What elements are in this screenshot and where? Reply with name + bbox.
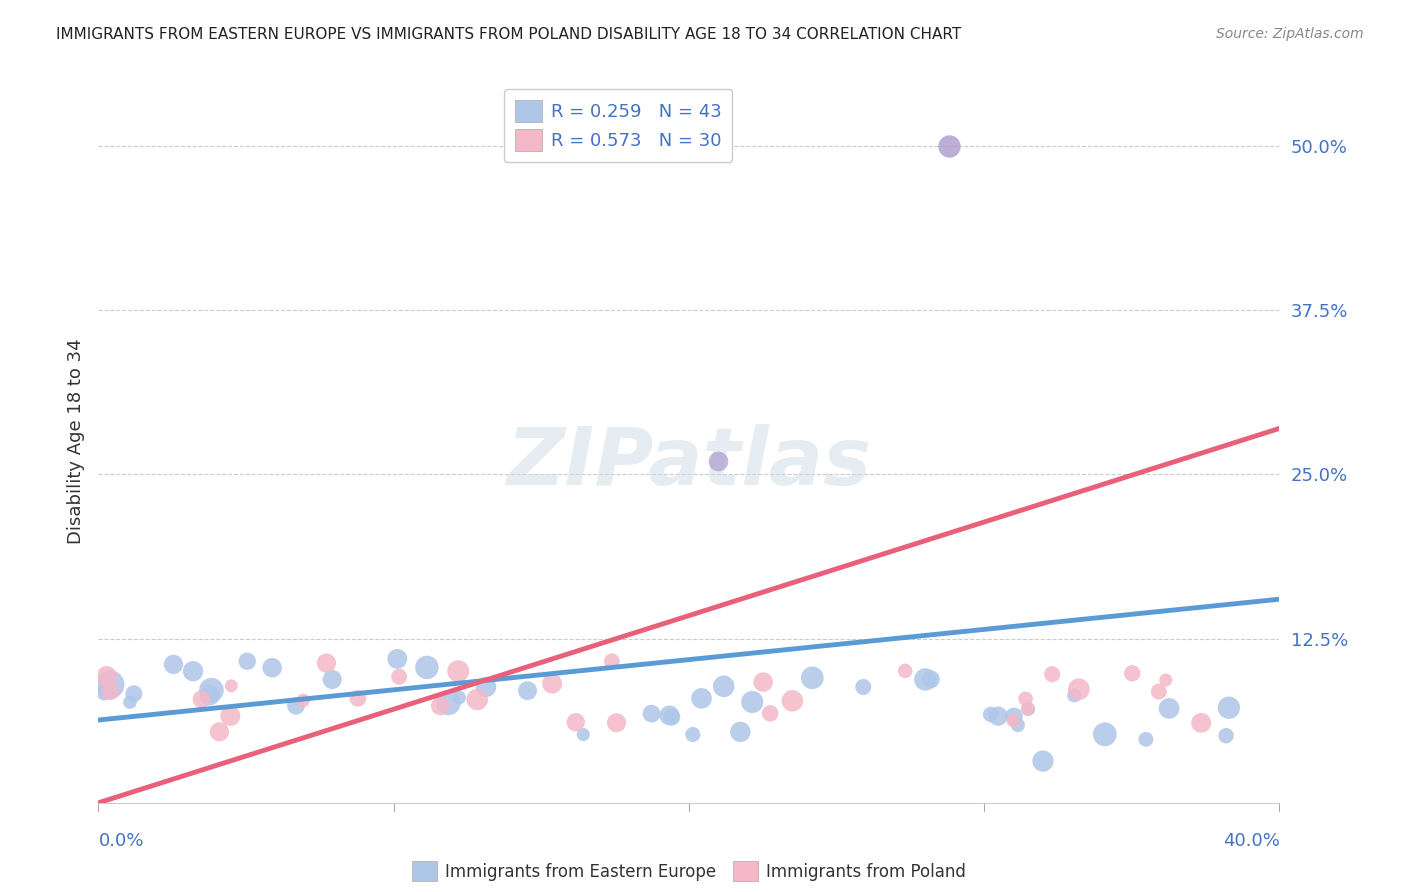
Point bbox=[387, 652, 409, 666]
Point bbox=[447, 664, 470, 678]
Point bbox=[321, 673, 343, 687]
Point bbox=[429, 698, 451, 713]
Point bbox=[1215, 729, 1237, 743]
Point bbox=[1007, 718, 1029, 732]
Point bbox=[198, 688, 221, 702]
Point bbox=[190, 692, 212, 706]
Point bbox=[219, 679, 242, 693]
Point bbox=[388, 670, 411, 684]
Point bbox=[1135, 732, 1157, 747]
Point bbox=[200, 683, 222, 698]
Point bbox=[292, 693, 315, 707]
Point bbox=[606, 715, 628, 730]
Point bbox=[707, 454, 730, 468]
Text: IMMIGRANTS FROM EASTERN EUROPE VS IMMIGRANTS FROM POLAND DISABILITY AGE 18 TO 34: IMMIGRANTS FROM EASTERN EUROPE VS IMMIGR… bbox=[56, 27, 962, 42]
Point bbox=[315, 656, 337, 670]
Point bbox=[1189, 715, 1212, 730]
Point bbox=[752, 675, 775, 690]
Point bbox=[600, 654, 623, 668]
Point bbox=[1147, 684, 1170, 698]
Point bbox=[219, 709, 242, 723]
Point bbox=[1154, 673, 1177, 687]
Point bbox=[1063, 688, 1085, 702]
Point bbox=[465, 692, 488, 706]
Point bbox=[1121, 666, 1143, 681]
Point bbox=[801, 671, 824, 685]
Text: Source: ZipAtlas.com: Source: ZipAtlas.com bbox=[1216, 27, 1364, 41]
Point bbox=[565, 715, 588, 730]
Point bbox=[1002, 709, 1025, 723]
Point bbox=[713, 679, 735, 693]
Point bbox=[118, 695, 141, 709]
Text: ZIPatlas: ZIPatlas bbox=[506, 425, 872, 502]
Point bbox=[122, 687, 145, 701]
Point bbox=[852, 680, 875, 694]
Point bbox=[1032, 754, 1054, 768]
Point bbox=[640, 706, 662, 721]
Point bbox=[449, 690, 471, 705]
Point bbox=[894, 664, 917, 678]
Point bbox=[475, 680, 498, 694]
Point bbox=[1014, 691, 1036, 706]
Point bbox=[1040, 667, 1063, 681]
Point bbox=[93, 685, 115, 699]
Point bbox=[262, 661, 284, 675]
Point bbox=[690, 691, 713, 706]
Point bbox=[572, 727, 595, 741]
Point bbox=[437, 696, 460, 710]
Point bbox=[938, 139, 960, 153]
Point bbox=[236, 654, 259, 668]
Point bbox=[96, 669, 118, 683]
Point bbox=[162, 657, 184, 672]
Point bbox=[516, 683, 538, 698]
Point bbox=[782, 694, 804, 708]
Point bbox=[1159, 701, 1181, 715]
Point bbox=[416, 660, 439, 674]
Point bbox=[181, 664, 204, 678]
Point bbox=[98, 677, 121, 691]
Point bbox=[1002, 714, 1025, 728]
Point bbox=[759, 706, 782, 721]
Text: 0.0%: 0.0% bbox=[98, 831, 143, 850]
Point bbox=[208, 724, 231, 739]
Point bbox=[730, 725, 752, 739]
Point bbox=[1018, 702, 1040, 716]
Point bbox=[541, 676, 564, 690]
Point bbox=[347, 691, 370, 706]
Point bbox=[914, 673, 936, 687]
Legend: Immigrants from Eastern Europe, Immigrants from Poland: Immigrants from Eastern Europe, Immigran… bbox=[405, 855, 973, 888]
Y-axis label: Disability Age 18 to 34: Disability Age 18 to 34 bbox=[66, 339, 84, 544]
Text: 40.0%: 40.0% bbox=[1223, 831, 1279, 850]
Point bbox=[1218, 700, 1240, 714]
Point bbox=[661, 710, 683, 724]
Point bbox=[987, 709, 1010, 723]
Point bbox=[98, 684, 121, 698]
Point bbox=[285, 698, 308, 713]
Point bbox=[920, 673, 942, 687]
Point bbox=[980, 707, 1002, 722]
Point bbox=[1067, 682, 1090, 697]
Point bbox=[658, 708, 681, 723]
Point bbox=[1017, 702, 1039, 716]
Point bbox=[1094, 727, 1116, 741]
Point bbox=[682, 727, 704, 741]
Point bbox=[741, 695, 763, 709]
